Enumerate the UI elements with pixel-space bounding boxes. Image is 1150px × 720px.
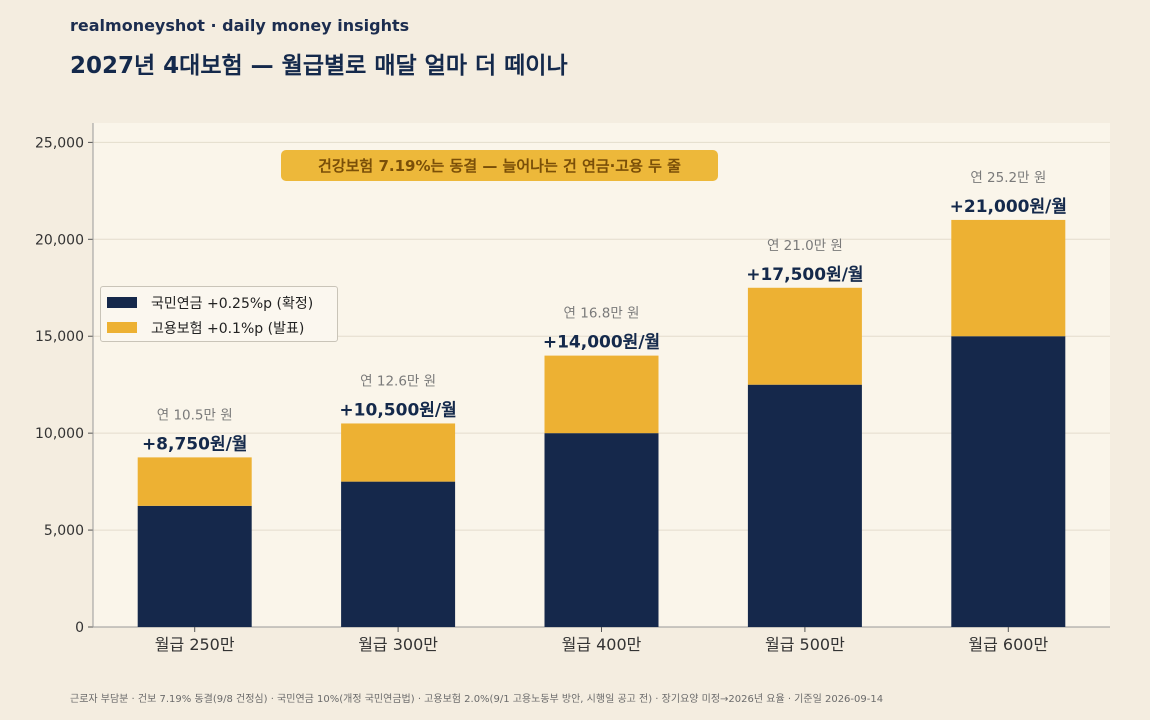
y-tick-label: 25,000 — [35, 135, 84, 151]
x-tick-label: 월급 500만 — [765, 635, 845, 654]
bar-total-label: +8,750원/월 — [142, 434, 248, 454]
legend-label-employment: 고용보험 +0.1%p (발표) — [151, 320, 305, 337]
y-tick-label: 20,000 — [35, 232, 84, 248]
bar-segment-employment — [951, 219, 1066, 337]
bar-segment-employment — [544, 355, 659, 434]
footnote: 근로자 부담분 · 건보 7.19% 동결(9/8 건정심) · 국민연금 10… — [70, 694, 884, 705]
page-title: 2027년 4대보험 — 월급별로 매달 얼마 더 떼이나 — [70, 53, 568, 79]
y-tick-label: 0 — [75, 620, 84, 636]
x-tick-label: 월급 400만 — [562, 635, 642, 654]
legend-swatch-employment — [107, 322, 137, 333]
legend-swatch-pension — [107, 297, 137, 308]
legend-item-pension: 국민연금 +0.25%p (확정) — [107, 290, 337, 315]
bar-annual-label: 연 10.5만 원 — [157, 407, 233, 423]
bar-segment-employment — [747, 287, 862, 385]
x-tick-label: 월급 250만 — [155, 635, 235, 654]
bar-segment-pension — [951, 336, 1066, 627]
y-tick-label: 10,000 — [35, 426, 84, 442]
y-tick-label: 5,000 — [44, 523, 84, 539]
bar-segment-pension — [544, 433, 659, 627]
bar-total-label: +21,000원/월 — [950, 197, 1067, 217]
bar-annual-label: 연 25.2만 원 — [970, 170, 1046, 186]
bar-segment-employment — [137, 457, 252, 506]
bar-total-label: +14,000원/월 — [543, 333, 660, 353]
bar-segment-pension — [137, 505, 252, 627]
bar-total-label: +10,500원/월 — [339, 400, 456, 420]
y-tick-label: 15,000 — [35, 329, 84, 345]
chart-callout: 건강보험 7.19%는 동결 — 늘어나는 건 연금·고용 두 줄 — [281, 150, 718, 181]
bar-total-label: +17,500원/월 — [746, 265, 863, 285]
bar-segment-pension — [747, 384, 862, 627]
chart-legend: 국민연금 +0.25%p (확정) 고용보험 +0.1%p (발표) — [100, 286, 338, 342]
brand-header: realmoneyshot · daily money insights — [70, 16, 410, 35]
bar-segment-pension — [341, 481, 456, 627]
bar-annual-label: 연 16.8만 원 — [564, 306, 640, 322]
legend-label-pension: 국민연금 +0.25%p (확정) — [151, 295, 314, 312]
x-tick-label: 월급 600만 — [968, 635, 1048, 654]
legend-item-employment: 고용보험 +0.1%p (발표) — [107, 315, 337, 340]
bar-annual-label: 연 21.0만 원 — [767, 238, 843, 254]
x-tick-label: 월급 300만 — [358, 635, 438, 654]
bar-annual-label: 연 12.6만 원 — [360, 373, 436, 389]
bar-segment-employment — [341, 423, 456, 482]
